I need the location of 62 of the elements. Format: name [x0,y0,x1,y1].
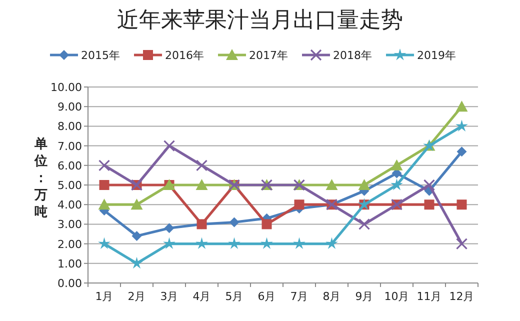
x-tick-label: 4月 [192,290,211,303]
x-tick-label: 2月 [128,290,146,303]
point [130,198,143,210]
point [456,146,467,157]
point [423,179,436,191]
y-axis-title: 单位：万吨 [34,136,48,220]
point [456,100,468,112]
legend-label: 2015年 [81,49,120,62]
y-tick-label: 7.00 [58,140,82,153]
x-tick-label: 8月 [322,290,341,303]
point [163,140,176,152]
y-tick-label: 1.00 [58,257,82,270]
y-tick-label: 4.00 [58,198,82,212]
point [456,120,468,132]
y-tick-label: 0.00 [58,277,82,290]
y-tick-label: 9.00 [58,100,82,114]
x-tick-label: 7月 [290,290,308,303]
point [164,223,174,234]
point [390,159,403,170]
point [424,200,434,210]
y-tick-label: 8.00 [58,120,82,134]
point [326,179,338,190]
legend-label: 2018年 [333,49,372,62]
y-tick-label: 3.00 [58,218,82,232]
title: 近年来苹果汁当月出口量走势 [117,8,403,33]
x-tick-label: 11月 [416,290,442,303]
y-tick-label: 2.00 [58,238,82,251]
y-tick-label: 10.00 [50,81,82,94]
point [260,237,273,250]
point [130,256,143,269]
point [98,160,110,172]
point [132,230,142,241]
x-tick-label: 3月 [160,290,178,303]
point [196,160,208,172]
point [196,179,208,190]
point [229,217,240,228]
x-tick-label: 1月 [95,290,114,303]
point [196,237,208,250]
legend-label: 2019年 [417,49,456,62]
legend-label: 2016年 [165,49,204,62]
x-tick-label: 9月 [355,290,374,303]
point [358,218,370,230]
point [99,180,110,190]
point [98,237,110,250]
point [294,200,304,210]
x-tick-label: 10月 [384,290,410,303]
point [326,237,338,250]
y-tick-label: 5.00 [58,179,82,192]
point [358,179,370,190]
point [98,198,110,210]
point [456,200,467,210]
point [163,237,176,250]
point [262,219,272,230]
legend-label: 2017年 [249,49,288,62]
point [228,237,240,250]
point [456,238,468,250]
x-tick-label: 12月 [449,290,474,303]
x-tick-label: 5月 [225,290,244,303]
x-tick-label: 6月 [258,290,276,303]
y-tick-label: 6.00 [58,159,82,172]
point [390,178,403,190]
point [293,237,306,250]
